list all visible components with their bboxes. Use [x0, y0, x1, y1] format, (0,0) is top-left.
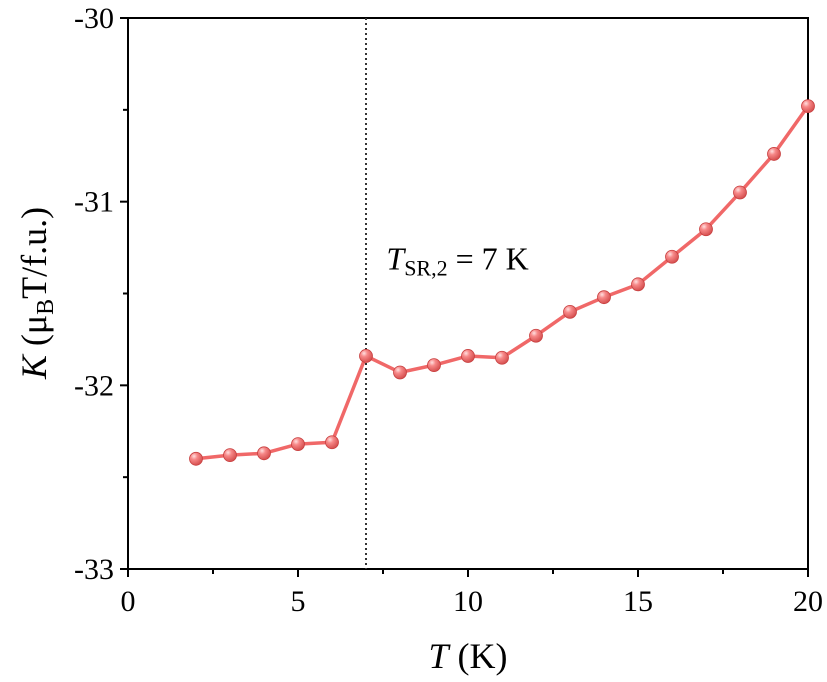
transition-annotation: TSR,2 = 7 K — [386, 241, 528, 281]
data-point — [699, 222, 713, 237]
plot-frame — [127, 17, 809, 570]
x-axis-label-unit: (K) — [458, 636, 508, 676]
x-tick-label: 0 — [121, 585, 136, 618]
y-axis-label-unit-pre: (μ — [14, 315, 54, 346]
series-layer — [189, 99, 815, 466]
series-line — [195, 105, 810, 461]
y-axis-label-unit-sub: B — [33, 299, 59, 315]
y-tick-label: -33 — [74, 553, 114, 586]
data-point — [631, 277, 645, 292]
y-axis-label: K (μBT/f.u.) — [14, 207, 59, 380]
data-point — [461, 349, 475, 363]
data-point — [291, 437, 305, 452]
data-point — [427, 358, 441, 373]
x-axis-label: T (K) — [428, 636, 507, 676]
data-point — [529, 328, 543, 343]
y-tick-labels: -30 -31 -32 -33 — [74, 2, 114, 586]
data-point — [393, 365, 407, 380]
data-point — [223, 448, 237, 463]
y-tick-label: -32 — [74, 369, 114, 402]
data-point — [801, 99, 815, 114]
y-tick-label: -31 — [74, 186, 114, 219]
data-point — [563, 304, 577, 319]
x-axis-label-var: T — [428, 636, 451, 676]
y-axis-label-unit-post: T/f.u.) — [14, 207, 54, 299]
annotation-rest: = 7 K — [448, 241, 529, 277]
data-point — [767, 147, 781, 161]
x-tick-labels: 0 5 10 15 20 — [121, 585, 824, 618]
annotation-subscript: SR,2 — [404, 256, 447, 281]
data-point — [257, 446, 271, 461]
data-point — [359, 349, 373, 363]
data-point — [189, 451, 203, 466]
x-tick-label: 10 — [453, 585, 483, 618]
axis-ticks — [120, 17, 809, 577]
data-point — [597, 290, 611, 305]
x-tick-label: 20 — [793, 585, 823, 618]
y-tick-label: -30 — [74, 2, 114, 35]
data-point — [733, 185, 747, 200]
x-tick-label: 15 — [623, 585, 653, 618]
x-tick-label: 5 — [291, 585, 306, 618]
data-point — [665, 249, 679, 264]
data-point — [495, 350, 509, 365]
data-point — [325, 435, 339, 450]
annotation-var: T — [386, 241, 406, 277]
y-axis-label-var: K — [14, 353, 54, 380]
